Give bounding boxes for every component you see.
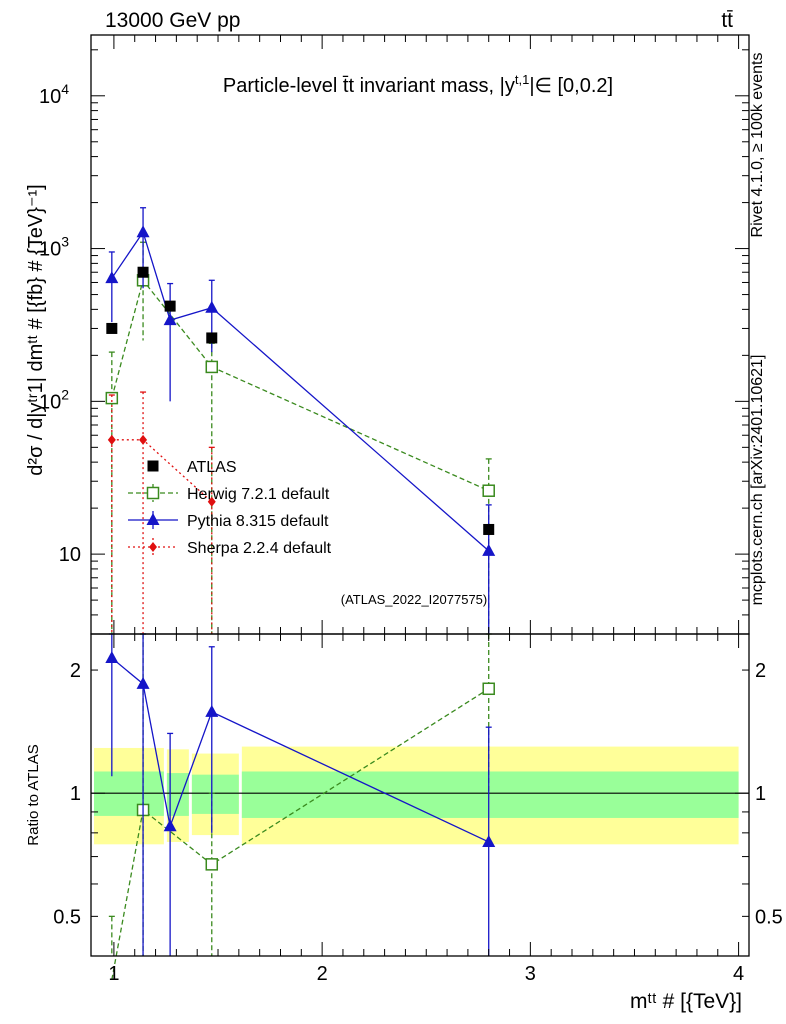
main-point-atlas-2: [164, 300, 176, 312]
watermark: (ATLAS_2022_I2077575): [341, 592, 487, 607]
main-title-tail: |∈ [0,0.2]: [529, 75, 613, 97]
header-left: 13000 GeV pp: [105, 9, 240, 32]
legend-label-pythia: Pythia 8.315 default: [187, 513, 329, 530]
main-point-atlas-1: [137, 266, 149, 278]
band-inner-2: [191, 774, 239, 814]
main-ylabel: d²σ / d|yᵗʳ1| dmᵗᵗ # [{fb} # {TeV}⁻¹]: [25, 184, 47, 475]
main-point-sherpa-2: [207, 496, 216, 507]
main-series-atlas: [106, 266, 495, 535]
main-point-herwig-0: [105, 391, 119, 405]
band-inner-1: [166, 773, 189, 816]
x-axis-label: mᵗᵗ # [{TeV}]: [630, 990, 742, 1013]
main-ytick-label-1: 102: [39, 386, 69, 413]
mcplots-label: mcplots.cern.ch [arXiv:2401.10621]: [749, 355, 766, 606]
ratio-point-pythia-1: [136, 676, 150, 689]
ratio-bands: [91, 746, 749, 845]
main-point-atlas-4: [483, 523, 495, 535]
main-point-atlas-0: [106, 322, 118, 334]
xtick-label-0: 1: [108, 963, 119, 985]
main-point-pythia-0: [105, 271, 119, 284]
ratio-point-pythia-3: [205, 704, 219, 717]
ratio-ytick-label-right-2: 2: [755, 660, 766, 682]
legend-marker-atlas: [147, 460, 159, 472]
main-ytick-label-3: 104: [39, 81, 69, 108]
xtick-label-1: 2: [317, 963, 328, 985]
main-point-sherpa-1: [139, 434, 148, 445]
ratio-point-pythia-4: [482, 834, 496, 847]
main-ytick-label-0: 10: [59, 544, 81, 566]
ratio-frame: [90, 633, 750, 957]
ratio-point-pythia-0: [105, 651, 119, 664]
main-point-sherpa-0: [107, 434, 116, 445]
main-title: Particle-level t̄t invariant mass, |yt,1…: [223, 72, 613, 97]
main-point-pythia-1: [136, 225, 150, 238]
main-ytick-label-2: 103: [39, 234, 69, 261]
series-layer: [105, 207, 496, 980]
main-point-atlas-3: [206, 332, 218, 344]
main-point-pythia-4: [482, 543, 496, 556]
band-inner-3: [241, 771, 739, 818]
main-title-text: Particle-level t̄t invariant mass, |y: [223, 75, 515, 97]
ratio-point-herwig-2: [205, 858, 219, 871]
ratio-ytick-label-1: 1: [70, 783, 81, 805]
main-point-herwig-3: [482, 484, 495, 497]
ratio-ytick-label-0: 0.5: [53, 906, 81, 928]
main-point-herwig-2: [205, 360, 219, 374]
xtick-label-3: 4: [733, 963, 744, 985]
legend-marker-pythia: [146, 513, 160, 525]
ratio-ytick-label-right-0: 0.5: [755, 906, 783, 928]
ratio-ytick-label-2: 2: [70, 660, 81, 682]
xtick-label-2: 3: [525, 963, 536, 985]
axis-ticks: 10 102 103 104 0.5 0.5 1 1 2 2 1 2 3 4: [39, 35, 783, 985]
main-title-sup: t,1: [515, 72, 529, 87]
legend-label-herwig: Herwig 7.2.1 default: [187, 486, 330, 503]
legend-marker-sherpa: [149, 542, 157, 552]
ratio-point-herwig-3: [482, 682, 495, 696]
ratio-ylabel: Ratio to ATLAS: [25, 744, 42, 845]
ratio-series-pythia: [105, 633, 496, 956]
main-point-pythia-2: [163, 313, 177, 326]
legend-label-atlas: ATLAS: [187, 459, 237, 476]
legend-marker-herwig: [146, 486, 160, 500]
main-series-sherpa: [107, 391, 216, 634]
ratio-ytick-label-right-1: 1: [755, 783, 766, 805]
rivet-label: Rivet 4.1.0, ≥ 100k events: [749, 53, 766, 238]
axes-frames: [90, 34, 750, 957]
ratio-point-pythia-2: [163, 819, 177, 832]
main-point-pythia-3: [205, 300, 219, 313]
legend-label-sherpa: Sherpa 2.2.4 default: [187, 540, 332, 557]
header-right: tt̄: [721, 9, 733, 32]
legend: ATLAS Herwig 7.2.1 default Pythia 8.315 de…: [128, 459, 332, 557]
